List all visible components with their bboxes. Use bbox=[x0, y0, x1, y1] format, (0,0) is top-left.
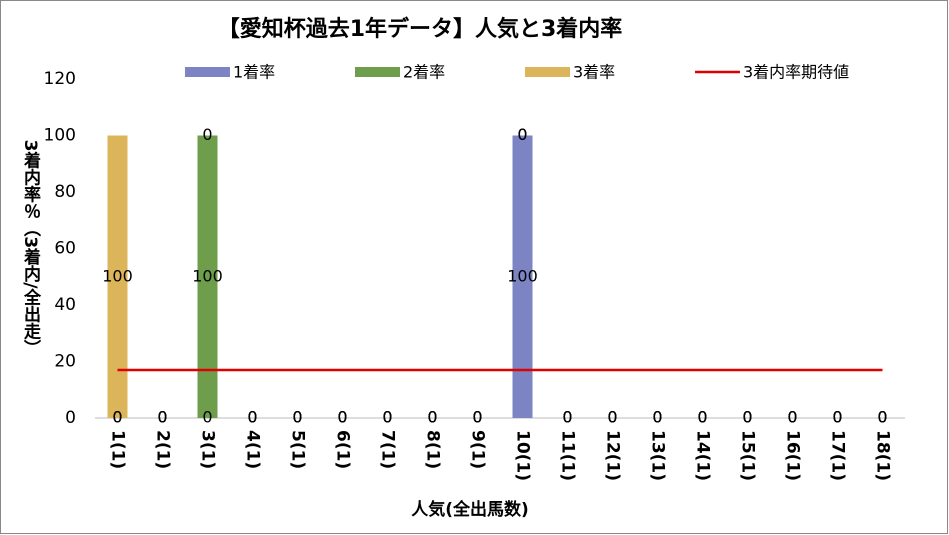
x-tick-label: 6(1) bbox=[333, 430, 353, 469]
x-tick-label: 14(1) bbox=[693, 430, 713, 481]
data-label: 0 bbox=[427, 408, 437, 427]
data-label: 0 bbox=[607, 408, 617, 427]
data-label: 0 bbox=[832, 408, 842, 427]
data-label: 0 bbox=[742, 408, 752, 427]
data-label: 0 bbox=[382, 408, 392, 427]
data-label: 100 bbox=[507, 266, 538, 285]
data-label: 0 bbox=[157, 408, 167, 427]
data-label: 0 bbox=[157, 408, 167, 427]
x-tick-label: 7(1) bbox=[378, 430, 398, 469]
data-label: 0 bbox=[382, 408, 392, 427]
y-axis-label: 3着内率％（3着内/全出走） bbox=[20, 140, 42, 357]
data-label: 0 bbox=[607, 408, 617, 427]
data-label: 0 bbox=[292, 408, 302, 427]
x-tick-label: 1(1) bbox=[108, 430, 128, 469]
data-label: 0 bbox=[472, 408, 482, 427]
data-label: 0 bbox=[472, 408, 482, 427]
data-label: 100 bbox=[192, 266, 223, 285]
data-label: 0 bbox=[427, 408, 437, 427]
data-label: 0 bbox=[607, 408, 617, 427]
data-label: 0 bbox=[877, 408, 887, 427]
legend-swatch bbox=[185, 67, 230, 77]
data-label: 0 bbox=[787, 408, 797, 427]
data-label: 0 bbox=[652, 408, 662, 427]
x-tick-label: 13(1) bbox=[648, 430, 668, 481]
x-tick-label: 4(1) bbox=[243, 430, 263, 469]
data-label: 0 bbox=[877, 408, 887, 427]
chart-title: 【愛知杯過去1年データ】人気と3着内率 bbox=[218, 16, 623, 42]
data-label: 0 bbox=[697, 408, 707, 427]
x-tick-label: 2(1) bbox=[153, 430, 173, 469]
data-label: 0 bbox=[787, 408, 797, 427]
data-label: 0 bbox=[157, 408, 167, 427]
x-tick-label: 17(1) bbox=[828, 430, 848, 481]
data-label: 0 bbox=[562, 408, 572, 427]
legend-swatch bbox=[355, 67, 400, 77]
data-label: 0 bbox=[337, 408, 347, 427]
x-tick-label: 3(1) bbox=[198, 430, 218, 469]
data-label: 0 bbox=[202, 125, 212, 144]
data-label: 0 bbox=[382, 408, 392, 427]
data-label: 0 bbox=[832, 408, 842, 427]
data-label: 0 bbox=[652, 408, 662, 427]
legend-label: 2着率 bbox=[403, 63, 445, 82]
data-label: 0 bbox=[292, 408, 302, 427]
y-tick-label: 60 bbox=[54, 239, 76, 259]
data-label: 0 bbox=[517, 125, 527, 144]
legend-label: 1着率 bbox=[233, 63, 275, 82]
data-label: 0 bbox=[427, 408, 437, 427]
data-label: 0 bbox=[517, 125, 527, 144]
data-label: 0 bbox=[202, 408, 212, 427]
x-tick-label: 11(1) bbox=[558, 430, 578, 481]
data-label: 0 bbox=[337, 408, 347, 427]
y-tick-label: 40 bbox=[54, 295, 76, 315]
data-label: 0 bbox=[652, 408, 662, 427]
data-label: 0 bbox=[787, 408, 797, 427]
data-label: 0 bbox=[742, 408, 752, 427]
data-label: 0 bbox=[832, 408, 842, 427]
x-tick-label: 8(1) bbox=[423, 430, 443, 469]
x-tick-label: 12(1) bbox=[603, 430, 623, 481]
data-label: 0 bbox=[292, 408, 302, 427]
bar bbox=[107, 135, 128, 418]
legend-label: 3着内率期待値 bbox=[743, 63, 849, 82]
x-tick-label: 16(1) bbox=[783, 430, 803, 481]
legend-swatch bbox=[525, 67, 570, 77]
data-label: 0 bbox=[472, 408, 482, 427]
x-tick-label: 10(1) bbox=[513, 430, 533, 481]
data-label: 0 bbox=[742, 408, 752, 427]
y-tick-label: 80 bbox=[54, 182, 76, 202]
bar bbox=[512, 135, 533, 418]
x-axis-label: 人気(全出馬数) bbox=[411, 499, 529, 520]
data-label: 100 bbox=[102, 266, 133, 285]
x-tick-label: 15(1) bbox=[738, 430, 758, 481]
data-label: 0 bbox=[247, 408, 257, 427]
x-tick-label: 9(1) bbox=[468, 430, 488, 469]
data-label: 0 bbox=[562, 408, 572, 427]
data-label: 0 bbox=[247, 408, 257, 427]
y-tick-label: 100 bbox=[44, 126, 76, 146]
y-tick-label: 120 bbox=[44, 69, 76, 89]
y-tick-label: 20 bbox=[54, 352, 76, 372]
y-tick-label: 0 bbox=[65, 408, 76, 428]
data-label: 0 bbox=[247, 408, 257, 427]
data-label: 0 bbox=[112, 408, 122, 427]
legend-label: 3着率 bbox=[573, 63, 615, 82]
data-label: 0 bbox=[112, 408, 122, 427]
data-label: 0 bbox=[877, 408, 887, 427]
data-label: 0 bbox=[562, 408, 572, 427]
data-label: 0 bbox=[697, 408, 707, 427]
bar bbox=[197, 135, 218, 418]
data-label: 0 bbox=[697, 408, 707, 427]
x-tick-label: 5(1) bbox=[288, 430, 308, 469]
x-tick-label: 18(1) bbox=[873, 430, 893, 481]
data-label: 0 bbox=[337, 408, 347, 427]
